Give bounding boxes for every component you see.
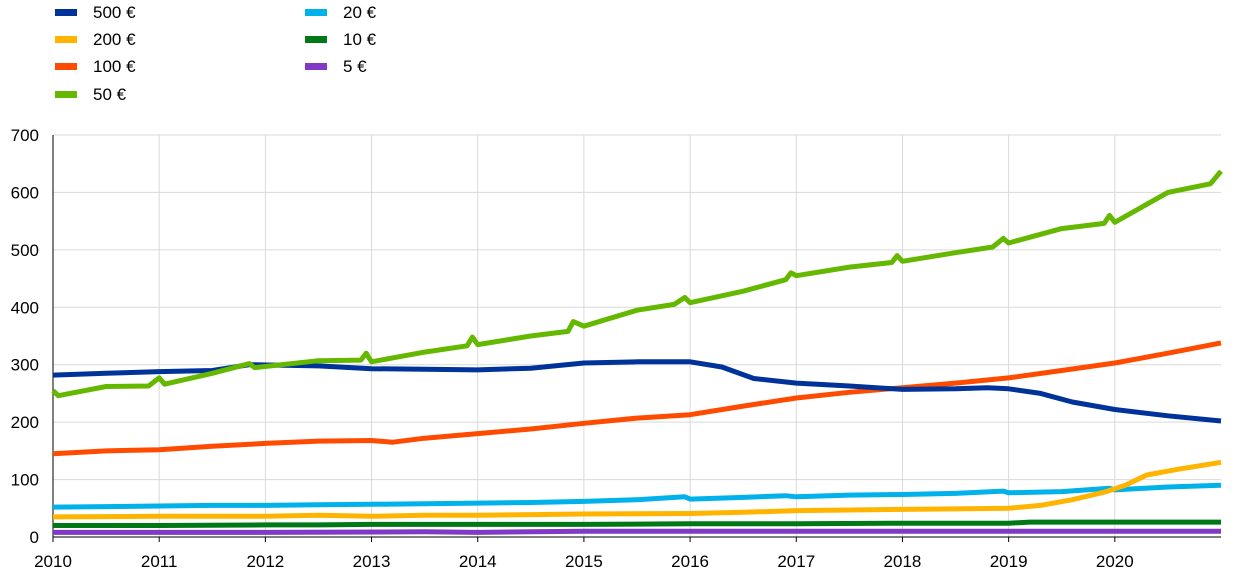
- legend-swatch-5-eur: [305, 63, 327, 70]
- legend-swatch-200-eur: [55, 36, 77, 43]
- y-tick-label: 200: [11, 413, 39, 432]
- series-line-10-eur: [53, 519, 1221, 528]
- legend-label-20-eur: 20 €: [343, 3, 377, 22]
- y-tick-label: 400: [11, 298, 39, 317]
- x-tick-label: 2012: [246, 552, 284, 571]
- x-tick-label: 2014: [459, 552, 497, 571]
- x-tick-label: 2011: [141, 552, 178, 571]
- legend-swatch-500-eur: [55, 9, 77, 16]
- legend-label-500-eur: 500 €: [93, 3, 136, 22]
- legend-swatch-50-eur: [55, 91, 77, 98]
- x-tick-label: 2020: [1096, 552, 1134, 571]
- y-tick-label: 0: [30, 528, 39, 547]
- legend-label-200-eur: 200 €: [93, 30, 136, 49]
- y-tick-label: 300: [11, 356, 39, 375]
- legend-label-50-eur: 50 €: [93, 85, 127, 104]
- legend-swatch-20-eur: [305, 9, 327, 16]
- legend-label-100-eur: 100 €: [93, 57, 136, 76]
- legend: 500 € 200 € 100 € 50 € 20 € 10 € 5 €: [55, 3, 377, 104]
- legend-label-10-eur: 10 €: [343, 30, 377, 49]
- x-tick-label: 2018: [884, 552, 922, 571]
- series-line-20-eur: [52, 482, 1222, 510]
- x-tick-label: 2015: [565, 552, 603, 571]
- series-line-100-eur: [52, 340, 1222, 457]
- x-tick-label: 2010: [34, 552, 72, 571]
- grid: [53, 134, 1221, 537]
- legend-swatch-100-eur: [55, 63, 77, 70]
- y-tick-label: 100: [11, 471, 39, 490]
- x-tick-label: 2017: [777, 552, 815, 571]
- series-line-200-eur: [52, 459, 1222, 520]
- legend-label-5-eur: 5 €: [343, 57, 367, 76]
- axes: 0 100 200 300 400 500 600 700 2010 2011 2012 2013 20…: [11, 126, 1221, 571]
- series-line-50-eur: [51, 169, 1223, 399]
- x-tick-label: 2019: [990, 552, 1028, 571]
- y-tick-label: 500: [11, 241, 39, 260]
- series-line-5-eur: [53, 528, 1221, 535]
- y-tick-label: 700: [11, 126, 39, 145]
- x-tick-label: 2013: [353, 552, 391, 571]
- legend-swatch-10-eur: [305, 36, 327, 43]
- x-tick-label: 2016: [671, 552, 709, 571]
- series-lines: [51, 169, 1223, 535]
- y-tick-label: 600: [11, 183, 39, 202]
